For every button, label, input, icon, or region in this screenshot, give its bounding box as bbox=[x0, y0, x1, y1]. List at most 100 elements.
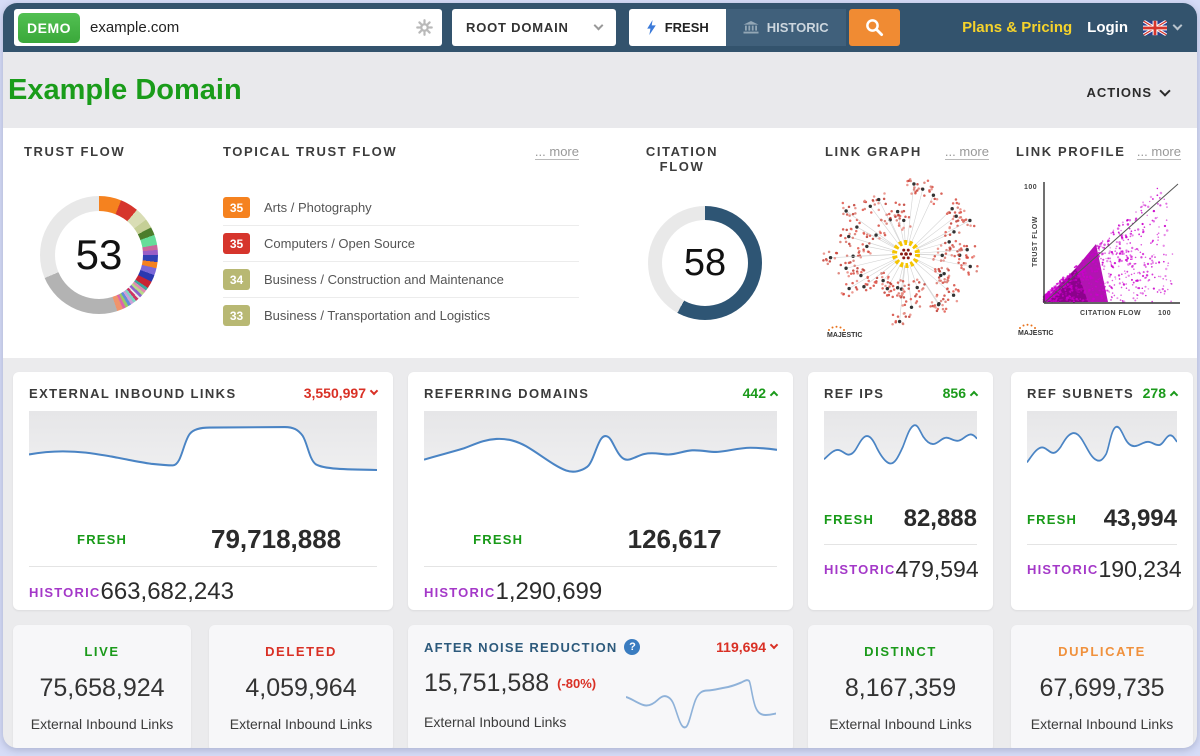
plans-pricing-link[interactable]: Plans & Pricing bbox=[962, 19, 1073, 36]
deleted-caption: External Inbound Links bbox=[229, 716, 373, 732]
citation-flow-title: CITATION FLOW bbox=[645, 144, 719, 174]
deleted-label: DELETED bbox=[265, 644, 337, 659]
topical-row[interactable]: 35 Computers / Open Source bbox=[223, 226, 579, 262]
fresh-value: 82,888 bbox=[903, 505, 977, 532]
page-title: Example Domain bbox=[8, 74, 242, 106]
topical-row[interactable]: 34 Business / Construction and Maintenan… bbox=[223, 262, 579, 298]
root-domain-dropdown[interactable]: ROOT DOMAIN bbox=[452, 9, 616, 46]
tab-fresh[interactable]: FRESH bbox=[628, 9, 726, 46]
delta-toggle[interactable]: 442 bbox=[742, 385, 779, 401]
noise-reduction-caption: External Inbound Links bbox=[424, 714, 567, 730]
root-domain-label: ROOT DOMAIN bbox=[466, 20, 569, 35]
fresh-tab-label: FRESH bbox=[664, 20, 709, 35]
trust-flow-value: 53 bbox=[55, 211, 143, 299]
ref-subnets-card: REF SUBNETS 278 FRESH 43,994 HISTORIC bbox=[1011, 372, 1193, 610]
topical-trust-flow-title: TOPICAL TRUST FLOW bbox=[223, 144, 398, 159]
topical-row[interactable]: 33 Business / Transportation and Logisti… bbox=[223, 298, 579, 333]
citation-flow-donut[interactable]: 58 bbox=[648, 206, 762, 320]
duplicate-links-card: DUPLICATE 67,699,735 External Inbound Li… bbox=[1011, 625, 1193, 748]
noise-reduction-value: 15,751,588 bbox=[424, 669, 550, 697]
majestic-brand-label: MAJESTIC bbox=[1018, 330, 1053, 337]
fresh-label: FRESH bbox=[824, 511, 875, 527]
sparkline-chart bbox=[29, 411, 377, 499]
chevron-down-icon bbox=[1172, 20, 1183, 31]
historic-value: 479,594 bbox=[895, 556, 979, 582]
topical-label: Business / Transportation and Logistics bbox=[264, 308, 491, 323]
topbar-right: Plans & Pricing Login bbox=[962, 19, 1183, 36]
ref-ips-card: REF IPS 856 FRESH 82,888 HISTORIC bbox=[808, 372, 993, 610]
delta-value: 119,694 bbox=[716, 639, 766, 655]
y-axis-label: TRUST FLOW bbox=[1032, 216, 1039, 267]
fresh-value: 79,718,888 bbox=[211, 524, 342, 554]
overview-panel: TRUST FLOW 53 TOPICAL TRUST FLOW ... mor… bbox=[3, 128, 1197, 358]
delta-value: 856 bbox=[942, 385, 966, 401]
duplicate-caption: External Inbound Links bbox=[1030, 716, 1174, 732]
delta-toggle[interactable]: 3,550,997 bbox=[303, 385, 379, 401]
trust-flow-donut[interactable]: 53 bbox=[40, 196, 158, 314]
link-graph-title: LINK GRAPH bbox=[825, 144, 922, 159]
chevron-down-icon bbox=[593, 20, 604, 31]
language-selector[interactable] bbox=[1143, 19, 1183, 36]
link-graph-section: LINK GRAPH ... more MAJESTIC bbox=[822, 144, 989, 339]
actions-label: ACTIONS bbox=[1086, 85, 1152, 100]
duplicate-value: 67,699,735 bbox=[1039, 674, 1165, 702]
link-graph-more-link[interactable]: ... more bbox=[944, 144, 989, 160]
topical-label: Business / Construction and Maintenance bbox=[264, 272, 504, 287]
fresh-label: FRESH bbox=[473, 532, 524, 547]
card-title: REF IPS bbox=[824, 385, 885, 401]
historic-value: 1,290,699 bbox=[495, 578, 603, 605]
header-strip: Example Domain ACTIONS bbox=[3, 52, 1197, 128]
distinct-label: DISTINCT bbox=[864, 644, 937, 659]
actions-menu-button[interactable]: ACTIONS bbox=[1086, 84, 1171, 100]
link-profile-chart[interactable]: 100 100 TRUST FLOW CITATION FLOW MAJESTI… bbox=[1010, 172, 1190, 340]
distinct-value: 8,167,359 bbox=[844, 674, 957, 702]
gear-icon[interactable] bbox=[416, 19, 433, 36]
historic-tab-label: HISTORIC bbox=[766, 20, 829, 35]
link-profile-more-link[interactable]: ... more bbox=[1136, 144, 1181, 160]
card-title: REFERRING DOMAINS bbox=[424, 385, 590, 401]
card-title: REF SUBNETS bbox=[1027, 385, 1135, 401]
app-window: DEMO ROOT DOMAIN bbox=[3, 3, 1197, 748]
tab-historic[interactable]: HISTORIC bbox=[725, 9, 846, 46]
login-link[interactable]: Login bbox=[1087, 19, 1128, 36]
distinct-links-card: DISTINCT 8,167,359 External Inbound Link… bbox=[808, 625, 993, 748]
delta-toggle[interactable]: 278 bbox=[1143, 385, 1179, 401]
sparkline-chart bbox=[824, 411, 977, 485]
topical-more-link[interactable]: ... more bbox=[534, 144, 579, 160]
after-noise-reduction-card: AFTER NOISE REDUCTION ? 119,694 15,751,5… bbox=[408, 625, 793, 748]
topical-list: 35 Arts / Photography 35 Computers / Ope… bbox=[223, 190, 579, 333]
chevron-up-icon bbox=[769, 390, 779, 399]
link-profile-title: LINK PROFILE bbox=[1016, 144, 1126, 159]
card-title: EXTERNAL INBOUND LINKS bbox=[29, 385, 237, 401]
help-icon[interactable]: ? bbox=[624, 639, 641, 655]
citation-flow-section: CITATION FLOW bbox=[636, 144, 728, 174]
citation-flow-value: 58 bbox=[662, 220, 748, 306]
x-axis-label: CITATION FLOW bbox=[1080, 310, 1141, 317]
topbar: DEMO ROOT DOMAIN bbox=[3, 3, 1197, 52]
historic-value: 190,234 bbox=[1098, 556, 1182, 582]
x-max-label: 100 bbox=[1158, 310, 1171, 317]
external-inbound-links-card: EXTERNAL INBOUND LINKS 3,550,997 FRESH 7… bbox=[13, 372, 393, 610]
duplicate-label: DUPLICATE bbox=[1058, 644, 1146, 659]
link-profile-section: LINK PROFILE ... more 100 100 TRUST FLOW… bbox=[1016, 144, 1181, 337]
search-button[interactable] bbox=[848, 9, 900, 46]
deleted-links-card: DELETED 4,059,964 External Inbound Links bbox=[209, 625, 393, 748]
link-graph-chart[interactable]: MAJESTIC bbox=[813, 166, 999, 350]
domain-search-input[interactable] bbox=[90, 19, 416, 36]
delta-value: 442 bbox=[742, 385, 766, 401]
fresh-label: FRESH bbox=[77, 532, 128, 547]
delta-toggle[interactable]: 856 bbox=[942, 385, 979, 401]
sparkline-chart bbox=[626, 679, 776, 729]
trust-flow-section: TRUST FLOW bbox=[24, 144, 204, 159]
domain-search-box: DEMO bbox=[14, 9, 442, 46]
distinct-caption: External Inbound Links bbox=[829, 716, 972, 732]
topical-score-badge: 35 bbox=[223, 197, 250, 218]
noise-reduction-title: AFTER NOISE REDUCTION bbox=[424, 639, 618, 655]
live-caption: External Inbound Links bbox=[30, 716, 174, 732]
noise-reduction-percent: (-80%) bbox=[557, 676, 597, 691]
delta-value: 3,550,997 bbox=[303, 385, 366, 401]
topical-row[interactable]: 35 Arts / Photography bbox=[223, 190, 579, 226]
delta-toggle[interactable]: 119,694 bbox=[716, 639, 779, 655]
historic-label: HISTORIC bbox=[824, 562, 896, 577]
